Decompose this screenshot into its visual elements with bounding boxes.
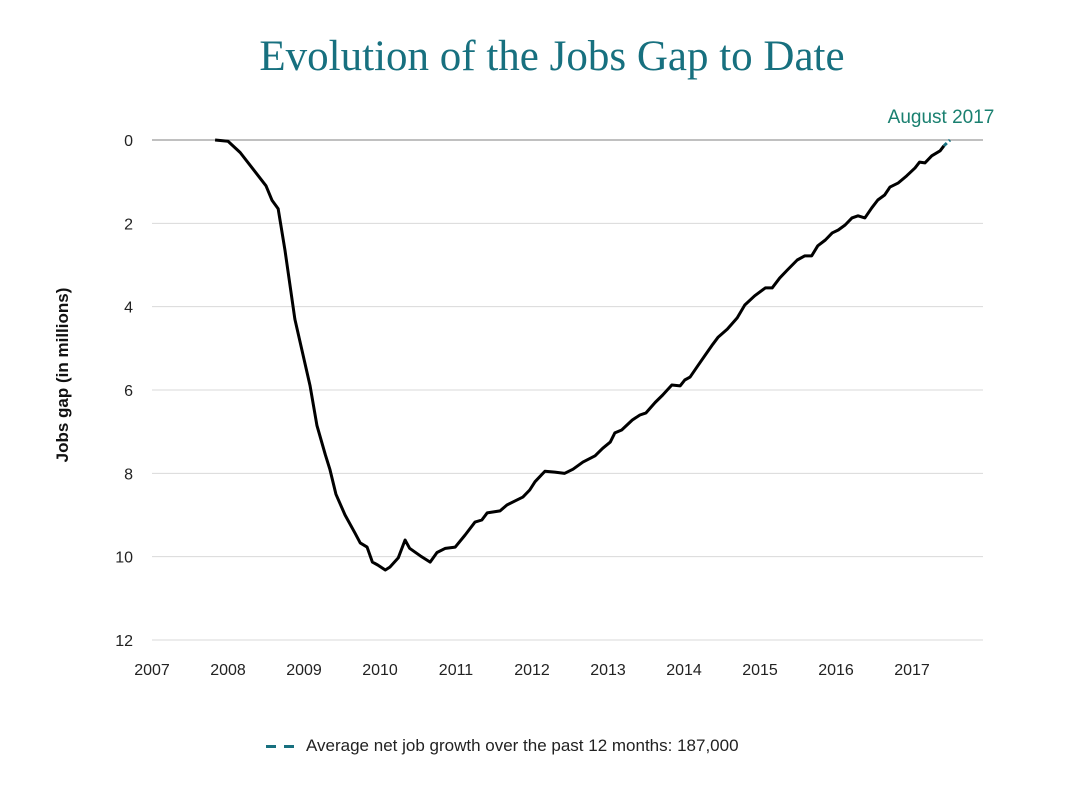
y-axis-label: Jobs gap (in millions) bbox=[53, 288, 72, 463]
annotation-august-2017: August 2017 bbox=[888, 107, 995, 128]
x-tick-label: 2007 bbox=[134, 662, 170, 679]
y-tick-label: 12 bbox=[115, 633, 133, 650]
y-tick-label: 8 bbox=[124, 466, 133, 483]
x-tick-label: 2015 bbox=[742, 662, 778, 679]
y-tick-label: 10 bbox=[115, 550, 133, 567]
legend-label: Average net job growth over the past 12 … bbox=[306, 736, 739, 755]
x-tick-label: 2014 bbox=[666, 662, 702, 679]
x-tick-label: 2011 bbox=[439, 662, 474, 679]
legend: Average net job growth over the past 12 … bbox=[266, 736, 739, 756]
x-tick-label: 2009 bbox=[286, 662, 322, 679]
y-tick-label: 4 bbox=[124, 300, 133, 317]
x-tick-label: 2008 bbox=[210, 662, 246, 679]
y-tick-label: 6 bbox=[124, 383, 133, 400]
x-tick-label: 2012 bbox=[514, 662, 550, 679]
x-tick-label: 2016 bbox=[818, 662, 854, 679]
x-tick-label: 2010 bbox=[362, 662, 398, 679]
y-tick-label: 0 bbox=[124, 133, 133, 150]
legend-swatch-dashed bbox=[266, 744, 300, 748]
chart-title: Evolution of the Jobs Gap to Date bbox=[259, 33, 845, 80]
x-tick-label: 2017 bbox=[894, 662, 930, 679]
series-line-projection bbox=[942, 138, 952, 147]
y-tick-label: 2 bbox=[124, 216, 133, 233]
series-line-jobs-gap bbox=[214, 138, 946, 572]
x-tick-label: 2013 bbox=[590, 662, 626, 679]
